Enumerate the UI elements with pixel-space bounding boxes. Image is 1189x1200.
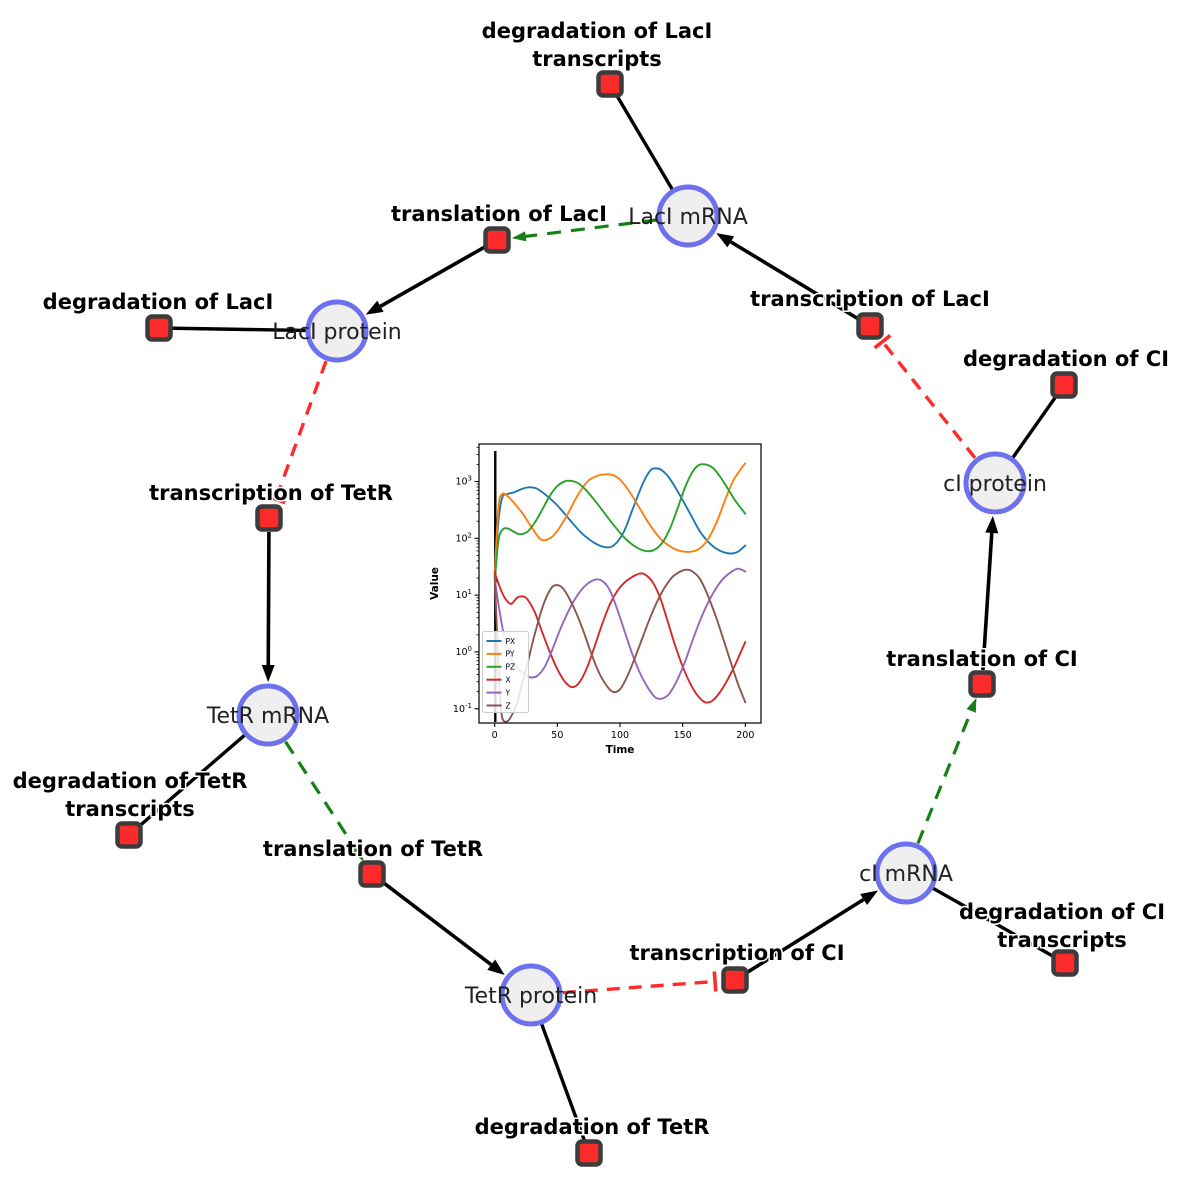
reaction-node-deg-cI-transcripts[interactable] (1051, 949, 1079, 977)
y-tick-label: 100 (455, 645, 472, 658)
reaction-node-translation-tetR[interactable] (358, 860, 386, 888)
chart-line-PZ (493, 463, 747, 582)
reaction-node-deg-tetR-transcripts[interactable] (115, 821, 143, 849)
species-label-lacI-mRNA: LacI mRNA (628, 205, 748, 230)
edge-translation-lacI-lacI-protein-arrowhead (365, 300, 384, 315)
reaction-label-transcription-cI: transcription of CI (629, 941, 844, 965)
species-node-tetR-protein[interactable] (499, 963, 563, 1027)
edge-translation-cI-cI-protein-arrowhead (985, 515, 999, 534)
legend-label-Z: Z (506, 701, 511, 710)
edge-tetR-protein-transcription-cI-tbar (712, 971, 718, 992)
edge-translation-tetR-tetR-protein-arrowhead (487, 959, 505, 976)
species-label-cI-mRNA: cI mRNA (859, 862, 953, 887)
inset-chart: 0 50 100 150 200 10-1 100 101 102 103 Time Value PX P… (424, 434, 774, 764)
edge-translation-lacI-lacI-protein (379, 245, 486, 308)
reaction-node-deg-tetR[interactable] (575, 1139, 603, 1167)
reaction-node-deg-cI[interactable] (1050, 371, 1078, 399)
edge-transcription-lacI-lacI-mRNA (729, 240, 859, 321)
chart-line-X (493, 571, 747, 704)
x-tick-label: 100 (611, 730, 629, 741)
species-node-lacI-protein[interactable] (305, 299, 369, 363)
edge-lacI-protein-transcription-tetR (274, 360, 328, 500)
y-axis-label: Value (429, 567, 441, 600)
edge-tetR-mRNA-translation-tetR-arrowhead (351, 846, 364, 862)
species-label-lacI-protein: LacI protein (272, 320, 402, 345)
reaction-label-transcription-lacI: transcription of LacI (750, 287, 990, 311)
y-tick-label: 102 (455, 531, 472, 544)
nodes-layer (115, 70, 1079, 1167)
reaction-label-deg-tetR-transcripts: degradation of TetR transcripts (13, 769, 248, 821)
reaction-node-translation-lacI[interactable] (483, 226, 511, 254)
chart-line-PY (493, 462, 747, 577)
edge-cI-mRNA-translation-cI (916, 709, 974, 844)
reaction-label-deg-tetR: degradation of TetR (475, 1115, 710, 1139)
legend-label-X: X (506, 676, 511, 685)
reaction-node-transcription-tetR[interactable] (255, 504, 283, 532)
edge-transcription-tetR-tetR-mRNA-arrowhead (261, 664, 275, 683)
x-tick-label: 150 (674, 730, 692, 741)
chart-line-PX (493, 467, 747, 574)
edge-tetR-protein-transcription-cI (562, 979, 716, 995)
edge-lacI-mRNA-translation-lacI-arrowhead (511, 231, 527, 242)
species-node-tetR-mRNA[interactable] (236, 683, 300, 747)
edge-tetR-mRNA-translation-tetR (284, 740, 359, 852)
reaction-node-transcription-lacI[interactable] (856, 312, 884, 340)
edge-cI-mRNA-translation-cI-arrowhead (966, 697, 977, 713)
edges-layer (127, 83, 1066, 1154)
species-label-tetR-protein: TetR protein (464, 984, 597, 1009)
x-axis-label: Time (606, 744, 635, 756)
edge-lacI-protein-transcription-tetR-tbar (265, 494, 286, 505)
edge-transcription-lacI-lacI-mRNA-arrowhead (716, 233, 735, 248)
species-node-cI-mRNA[interactable] (874, 841, 938, 905)
edge-cI-protein-transcription-lacI (881, 340, 977, 460)
chart-line-Y (493, 567, 747, 700)
reaction-label-deg-cI-transcripts: degradation of CI transcripts (959, 900, 1165, 952)
x-tick-label: 50 (551, 730, 563, 741)
legend-label-PY: PY (506, 650, 515, 659)
edge-transcription-tetR-tetR-mRNA (266, 531, 271, 666)
reaction-label-translation-tetR: translation of TetR (263, 837, 483, 861)
x-tick-label: 200 (736, 730, 754, 741)
y-tick-label: 103 (455, 475, 472, 488)
reaction-label-deg-cI: degradation of CI (963, 347, 1169, 371)
reaction-node-deg-lacI[interactable] (145, 314, 173, 342)
reaction-node-transcription-cI[interactable] (721, 966, 749, 994)
edge-cI-protein-transcription-lacI-tbar (873, 334, 892, 350)
species-node-cI-protein[interactable] (963, 451, 1027, 515)
reaction-node-deg-lacI-transcripts[interactable] (596, 70, 624, 98)
x-tick-label: 0 (492, 730, 498, 741)
y-tick-label: 101 (455, 588, 472, 601)
reaction-label-transcription-tetR: transcription of TetR (149, 481, 393, 505)
edge-translation-cI-cI-protein (981, 532, 994, 671)
reaction-label-deg-lacI-transcripts: degradation of LacI transcripts (482, 19, 713, 71)
species-label-tetR-mRNA: TetR mRNA (206, 704, 329, 729)
legend-label-Y: Y (505, 688, 511, 697)
reaction-node-translation-cI[interactable] (968, 670, 996, 698)
species-label-cI-protein: cI protein (943, 472, 1047, 497)
species-node-lacI-mRNA[interactable] (656, 184, 720, 248)
y-tick-label: 10-1 (453, 702, 472, 715)
labels-layer: degradation of LacI transcripts translatio… (11, 18, 1170, 1141)
chart-background (424, 434, 774, 764)
edge-transcription-cI-cI-mRNA (745, 897, 865, 975)
edge-translation-tetR-tetR-protein (382, 881, 493, 967)
reaction-label-translation-cI: translation of CI (886, 647, 1077, 671)
legend-label-PX: PX (506, 637, 516, 646)
edge-transcription-cI-cI-mRNA-arrowhead (860, 890, 879, 906)
reaction-label-translation-lacI: translation of LacI (391, 202, 607, 226)
reaction-label-deg-lacI: degradation of LacI (43, 290, 274, 314)
legend-label-PZ: PZ (506, 663, 516, 672)
